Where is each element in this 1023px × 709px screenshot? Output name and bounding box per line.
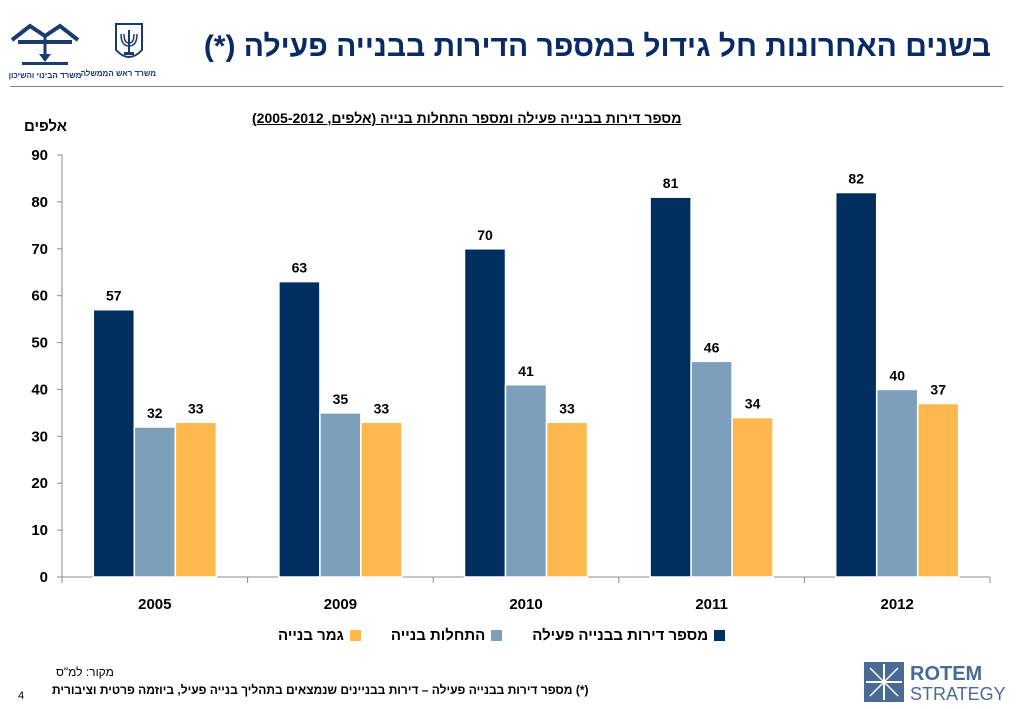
legend-swatch-completions <box>349 629 361 641</box>
legend-label-starts: התחלות בנייה <box>390 626 486 644</box>
data-label: 34 <box>745 396 761 412</box>
y-tick-label: 70 <box>31 241 48 258</box>
rotem-wordmark: ROTEM <box>910 663 982 685</box>
data-label: 70 <box>477 227 493 243</box>
data-label: 33 <box>188 400 204 416</box>
bar-2011-s2 <box>731 416 774 578</box>
legend-label-completions: גמר בנייה <box>278 626 344 644</box>
data-label: 40 <box>889 367 905 383</box>
bar-2005-s1 <box>133 426 177 578</box>
legend-label-active-construction: מספר דירות בבנייה פעילה <box>532 626 709 644</box>
slide-title: בשנים האחרונות חל גידול במספר הדירות בבנ… <box>203 30 991 63</box>
x-tick-label: 2012 <box>881 596 914 613</box>
y-axis-label: אלפים <box>24 118 68 135</box>
source-note: מקור: למ"ס <box>56 665 114 679</box>
chart-title: מספר דירות בבנייה פעילה ומספר התחלות בני… <box>252 110 682 126</box>
housing-ministry-name: משרד הבינוי והשיכון <box>8 71 82 80</box>
y-tick-label: 40 <box>31 381 48 398</box>
bar-2005-s0 <box>92 308 136 578</box>
data-label: 82 <box>848 171 864 187</box>
bar-2012-s0 <box>834 191 878 578</box>
bar-2010-s1 <box>504 384 548 578</box>
state-emblem-icon <box>115 23 143 58</box>
bar-2011-s1 <box>690 360 733 578</box>
bar-2012-s1 <box>875 388 919 578</box>
pmo-name: משרד ראש הממשלה <box>80 69 156 78</box>
y-tick-label: 20 <box>31 475 48 492</box>
y-tick-label: 30 <box>31 428 48 445</box>
data-label: 63 <box>292 260 308 276</box>
rotem-strategy-logo: ROTEM STRATEGY <box>862 660 1012 704</box>
data-label: 33 <box>374 400 390 416</box>
x-tick-label: 2005 <box>138 596 171 613</box>
data-label: 81 <box>663 175 679 191</box>
page-number: 4 <box>18 690 25 702</box>
data-label: 37 <box>930 382 946 398</box>
data-label: 41 <box>518 363 534 379</box>
data-label: 57 <box>106 288 122 304</box>
bar-2010-s2 <box>545 421 589 578</box>
bar-2011-s0 <box>649 196 692 578</box>
legend-swatch-starts <box>491 629 503 641</box>
bar-2009-s0 <box>278 280 321 578</box>
y-tick-label: 90 <box>31 147 48 164</box>
legend-item-completions: גמר בנייה <box>278 627 361 644</box>
data-label: 33 <box>559 400 575 416</box>
housing-ministry-logo: משרד הבינוי והשיכון <box>8 22 82 80</box>
y-tick-label: 10 <box>31 522 48 539</box>
bar-2005-s2 <box>174 421 218 578</box>
x-tick-label: 2010 <box>509 596 542 613</box>
y-tick-label: 80 <box>31 194 48 211</box>
house-emblem-icon <box>10 23 80 65</box>
y-tick-label: 50 <box>31 335 48 352</box>
bar-2009-s1 <box>319 412 362 578</box>
y-tick-label: 60 <box>31 288 48 305</box>
pmo-logo: משרד ראש הממשלה <box>80 22 156 78</box>
rotem-star-icon <box>864 662 904 702</box>
x-tick-label: 2009 <box>324 596 357 613</box>
data-label: 46 <box>704 339 720 355</box>
legend-item-starts: התחלות בנייה <box>390 626 503 644</box>
strategy-wordmark: STRATEGY <box>910 684 1006 704</box>
title-divider <box>10 86 1003 87</box>
y-tick-label: 0 <box>40 569 48 586</box>
data-label: 35 <box>333 391 349 407</box>
bar-2010-s0 <box>463 248 507 578</box>
bar-2012-s2 <box>916 402 960 578</box>
x-tick-label: 2011 <box>695 596 728 613</box>
chart-legend: מספר דירות בבנייה פעילה התחלות בנייה גמר… <box>278 624 726 646</box>
footnote: (*) מספר דירות בבנייה פעילה – דירות בבני… <box>52 683 589 697</box>
legend-item-active-construction: מספר דירות בבנייה פעילה <box>532 626 726 644</box>
bar-2009-s2 <box>360 421 403 578</box>
data-label: 32 <box>147 405 163 421</box>
legend-swatch-active-construction <box>714 629 726 641</box>
